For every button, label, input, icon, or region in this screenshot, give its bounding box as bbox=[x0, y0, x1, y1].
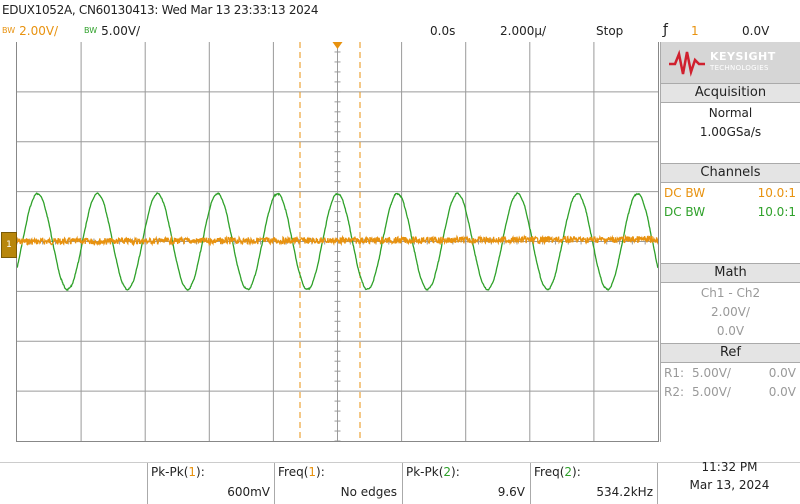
measurement-pkpk-1[interactable]: Pk-Pk(1): 600mV bbox=[147, 463, 274, 504]
measurement-freq-1[interactable]: Freq(1): No edges bbox=[274, 463, 401, 504]
ch2-probe: 10.0:1 bbox=[757, 205, 796, 219]
math-body: Ch1 - Ch2 2.00V/ 0.0V bbox=[661, 283, 800, 343]
clock-date: Mar 13, 2024 bbox=[689, 478, 770, 492]
ch1-scale-value: 2.00V/ bbox=[19, 24, 59, 38]
ch2-scale-value: 5.00V/ bbox=[101, 24, 141, 38]
ch2-coupling: DC BW bbox=[664, 205, 706, 219]
r2-offset: 0.0V bbox=[768, 385, 796, 399]
math-offset: 0.0V bbox=[716, 324, 745, 338]
clock: 11:32 PM Mar 13, 2024 bbox=[660, 460, 799, 492]
r1-offset: 0.0V bbox=[768, 366, 796, 380]
measurement-value: 600mV bbox=[227, 485, 270, 499]
measurement-label: Freq(1): bbox=[278, 465, 325, 479]
channels-title[interactable]: Channels bbox=[661, 163, 800, 183]
measurement-label: Pk-Pk(2): bbox=[406, 465, 460, 479]
ch1-probe: 10.0:1 bbox=[757, 186, 796, 200]
ch1-bw-badge: BW bbox=[2, 26, 16, 35]
measurement-label: Pk-Pk(1): bbox=[151, 465, 205, 479]
measurement-value: 9.6V bbox=[497, 485, 525, 499]
r2-scale: 5.00V/ bbox=[692, 385, 731, 399]
run-state[interactable]: Stop bbox=[596, 24, 624, 38]
window-title: EDUX1052A, CN60130413: Wed Mar 13 23:33:… bbox=[2, 3, 319, 17]
measurement-value: 534.2kHz bbox=[596, 485, 653, 499]
ref-body: R1: 5.00V/ 0.0V R2: 5.00V/ 0.0V bbox=[661, 363, 800, 442]
brand-sub: TECHNOLOGIES bbox=[710, 64, 769, 72]
r1-label: R1: bbox=[664, 366, 685, 380]
measurement-value: No edges bbox=[340, 485, 397, 499]
r2-label: R2: bbox=[664, 385, 685, 399]
keysight-logo: KEYSIGHT TECHNOLOGIES bbox=[661, 42, 800, 82]
time-scale[interactable]: 2.000µ/ bbox=[500, 24, 547, 38]
trigger-position-marker bbox=[332, 42, 343, 49]
ref-title[interactable]: Ref bbox=[661, 343, 800, 363]
ch2-scale[interactable]: BW 5.00V/ bbox=[84, 24, 140, 38]
trigger-source[interactable]: 1 bbox=[691, 24, 699, 38]
time-delay[interactable]: 0.0s bbox=[430, 24, 456, 38]
ch2-bw-badge: BW bbox=[84, 26, 98, 35]
channels-body: DC BW 10.0:1 DC BW 10.0:1 bbox=[661, 183, 800, 263]
trigger-edge-icon: ƒ bbox=[663, 22, 668, 38]
acquisition-body: Normal 1.00GSa/s bbox=[661, 103, 800, 163]
measurement-bar: Pk-Pk(1): 600mV Freq(1): No edges Pk-Pk(… bbox=[0, 462, 800, 504]
acquisition-rate: 1.00GSa/s bbox=[699, 125, 762, 139]
ch1-scale[interactable]: BW 2.00V/ bbox=[2, 24, 58, 38]
waveform-display[interactable] bbox=[16, 42, 659, 442]
waveform-svg bbox=[17, 42, 658, 441]
side-panel: KEYSIGHT TECHNOLOGIES Acquisition Normal… bbox=[660, 42, 800, 442]
clock-time: 11:32 PM bbox=[701, 460, 758, 474]
brand-name: KEYSIGHT bbox=[710, 50, 776, 63]
trigger-level[interactable]: 0.0V bbox=[742, 24, 770, 38]
measurement-label: Freq(2): bbox=[534, 465, 581, 479]
ch1-coupling: DC BW bbox=[664, 186, 706, 200]
ch2-trace bbox=[17, 192, 658, 292]
ch1-trace bbox=[17, 234, 658, 247]
ch1-ground-marker[interactable]: 1 bbox=[1, 232, 17, 258]
measurement-pkpk-2[interactable]: Pk-Pk(2): 9.6V bbox=[402, 463, 529, 504]
measurement-freq-2[interactable]: Freq(2): 534.2kHz bbox=[530, 463, 658, 504]
math-expr: Ch1 - Ch2 bbox=[700, 286, 761, 300]
keysight-wave-icon bbox=[669, 49, 705, 77]
acquisition-title[interactable]: Acquisition bbox=[661, 83, 800, 103]
math-scale: 2.00V/ bbox=[711, 305, 750, 319]
acquisition-mode: Normal bbox=[708, 106, 753, 120]
r1-scale: 5.00V/ bbox=[692, 366, 731, 380]
math-title[interactable]: Math bbox=[661, 263, 800, 283]
